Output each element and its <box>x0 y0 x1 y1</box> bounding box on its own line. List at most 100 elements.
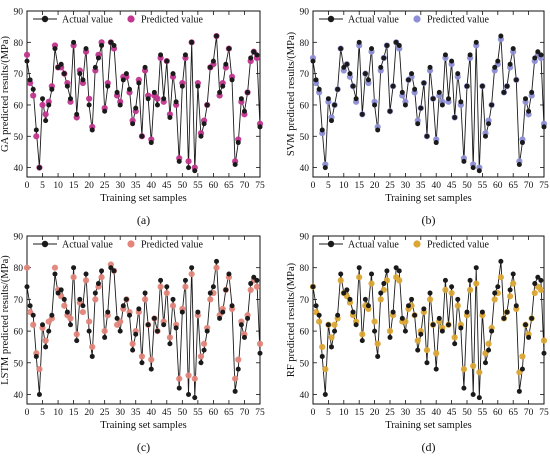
point-actual <box>344 287 350 293</box>
point-predicted <box>89 343 96 351</box>
point-actual <box>402 102 408 108</box>
y-tick-label: 60 <box>300 328 310 338</box>
point-actual <box>226 271 232 277</box>
point-actual <box>74 111 80 117</box>
point-predicted <box>197 353 205 360</box>
point-predicted <box>322 366 329 373</box>
point-actual <box>241 108 247 114</box>
point-actual <box>102 334 108 340</box>
point-actual <box>229 303 235 309</box>
point-actual <box>232 388 238 394</box>
x-tick-label: 70 <box>240 408 250 418</box>
point-predicted <box>491 296 498 303</box>
x-tick-label: 45 <box>447 408 457 418</box>
point-actual <box>204 102 210 108</box>
point-actual <box>335 312 341 318</box>
point-predicted <box>70 274 77 281</box>
point-predicted <box>185 372 192 379</box>
point-actual <box>464 83 470 89</box>
point-predicted <box>182 283 189 290</box>
panel-label: (b) <box>422 213 436 227</box>
point-actual <box>117 102 123 108</box>
point-actual <box>192 395 198 401</box>
point-actual <box>148 366 154 372</box>
legend-marker-actual <box>327 240 335 248</box>
point-actual <box>470 391 476 397</box>
point-actual <box>151 315 157 321</box>
point-actual <box>254 277 260 283</box>
point-actual <box>427 64 433 70</box>
point-predicted <box>30 321 37 328</box>
point-actual <box>201 347 207 353</box>
point-actual <box>182 277 188 283</box>
point-predicted <box>42 337 49 344</box>
point-predicted <box>519 353 526 360</box>
point-actual <box>30 86 36 92</box>
point-actual <box>458 99 464 105</box>
point-actual <box>36 165 42 171</box>
panel-d: 0 5 10 15 20 25 30 35 40 45 50 55 60 65 70 75 40 50 60 70 80… <box>286 233 549 455</box>
point-actual <box>532 281 538 287</box>
point-actual <box>378 290 384 296</box>
point-actual <box>130 347 136 353</box>
x-tick-label: 55 <box>478 181 488 191</box>
point-actual <box>114 315 120 321</box>
y-tick-label: 90 <box>14 8 24 18</box>
y-tick-label: 80 <box>14 39 24 49</box>
point-actual <box>535 274 541 280</box>
point-actual <box>412 312 418 318</box>
x-tick-label: 10 <box>339 181 349 191</box>
point-actual <box>238 96 244 102</box>
legend-marker-actual <box>41 15 49 23</box>
point-predicted <box>61 302 68 309</box>
point-predicted <box>451 334 458 341</box>
x-tick-label: 55 <box>478 408 488 418</box>
point-actual <box>402 328 408 334</box>
point-actual <box>516 388 522 394</box>
point-actual <box>519 140 525 146</box>
point-predicted <box>466 286 474 293</box>
point-actual <box>123 296 129 302</box>
point-actual <box>341 64 347 70</box>
point-predicted <box>23 51 31 58</box>
point-actual <box>142 290 148 296</box>
point-actual <box>77 296 83 302</box>
plot-frame <box>312 235 545 405</box>
point-actual <box>427 290 433 296</box>
point-actual <box>375 353 381 359</box>
point-actual <box>519 366 525 372</box>
point-actual <box>198 133 204 139</box>
point-predicted <box>414 337 421 344</box>
point-predicted <box>169 302 177 309</box>
y-tick-label: 70 <box>14 296 24 306</box>
point-actual <box>238 322 244 328</box>
point-actual <box>538 277 544 283</box>
point-actual <box>461 385 467 391</box>
point-actual <box>359 338 365 344</box>
point-actual <box>452 341 458 347</box>
x-tick-label: 0 <box>311 408 316 418</box>
point-actual <box>501 315 507 321</box>
point-actual <box>52 271 58 277</box>
point-actual <box>513 303 519 309</box>
point-actual <box>117 328 123 334</box>
point-actual <box>220 309 226 315</box>
point-predicted <box>460 366 468 373</box>
panel-label: (d) <box>422 440 436 454</box>
point-actual <box>393 265 399 271</box>
point-actual <box>61 296 67 302</box>
point-predicted <box>42 111 49 118</box>
point-actual <box>164 58 170 64</box>
point-actual <box>492 290 498 296</box>
point-actual <box>167 341 173 347</box>
point-actual <box>83 46 89 52</box>
panel-b: 0 5 10 15 20 25 30 35 40 45 50 55 60 65 70 75 40 50 60 70 80… <box>286 8 549 228</box>
point-predicted <box>154 95 161 102</box>
point-predicted <box>188 270 195 278</box>
point-actual <box>176 385 182 391</box>
x-tick-label: 15 <box>354 408 364 418</box>
x-tick-label: 0 <box>25 181 30 191</box>
y-tick-label: 50 <box>14 359 24 369</box>
point-actual <box>251 49 257 55</box>
